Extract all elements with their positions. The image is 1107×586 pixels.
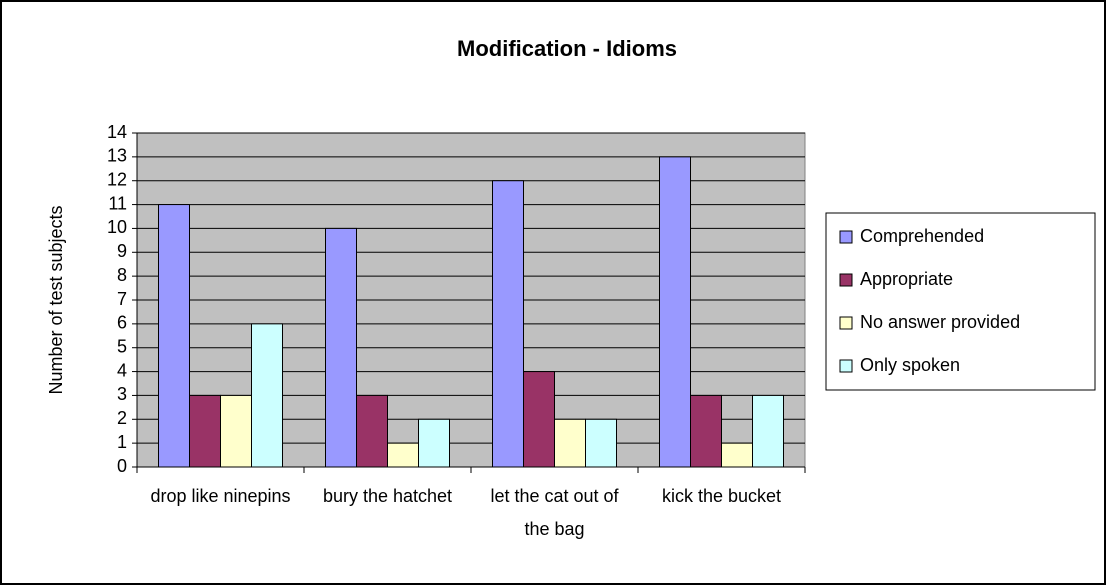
bar [387,442,419,468]
y-tick-label: 10 [107,217,127,237]
bar [523,371,555,468]
y-tick-label: 4 [117,360,127,380]
y-tick-label: 2 [117,408,127,428]
legend-label: Appropriate [860,269,953,289]
y-tick-label: 9 [117,241,127,261]
legend-swatch [839,230,853,244]
y-tick-label: 8 [117,265,127,285]
bar [554,418,586,468]
legend-label: Only spoken [860,355,960,375]
legend-swatch [839,273,853,287]
bar [690,394,722,468]
y-tick-label: 7 [117,289,127,309]
bar [752,394,784,468]
y-tick-label: 0 [117,456,127,476]
bar [189,394,221,468]
y-tick-label: 5 [117,336,127,356]
bar [492,180,524,468]
y-tick-label: 14 [107,122,127,142]
legend-box [825,212,1096,391]
bar [659,156,691,468]
legend-label: No answer provided [860,312,1020,332]
bar [220,394,252,468]
y-tick-label: 13 [107,146,127,166]
x-tick-label: let the cat out of the bag [490,486,619,539]
legend-swatch [839,359,853,373]
y-tick-label: 6 [117,313,127,333]
x-tick-label: kick the bucket [661,486,782,506]
bar [418,418,450,468]
x-tick-label: drop like ninepins [150,486,291,506]
y-tick-label: 12 [107,169,127,189]
x-tick-label: bury the hatchet [322,486,453,506]
bar [585,418,617,468]
bar [325,227,357,468]
legend-label: Comprehended [860,226,984,246]
bar [251,323,283,468]
y-tick-label: 1 [117,432,127,452]
y-axis-label: Number of test subjects [46,205,66,394]
chart-title: Modification - Idioms [457,36,677,61]
bar [721,442,753,468]
bar [158,204,190,468]
y-tick-label: 11 [108,193,127,213]
bar [356,394,388,468]
y-tick-label: 3 [117,384,127,404]
legend-swatch [839,316,853,330]
